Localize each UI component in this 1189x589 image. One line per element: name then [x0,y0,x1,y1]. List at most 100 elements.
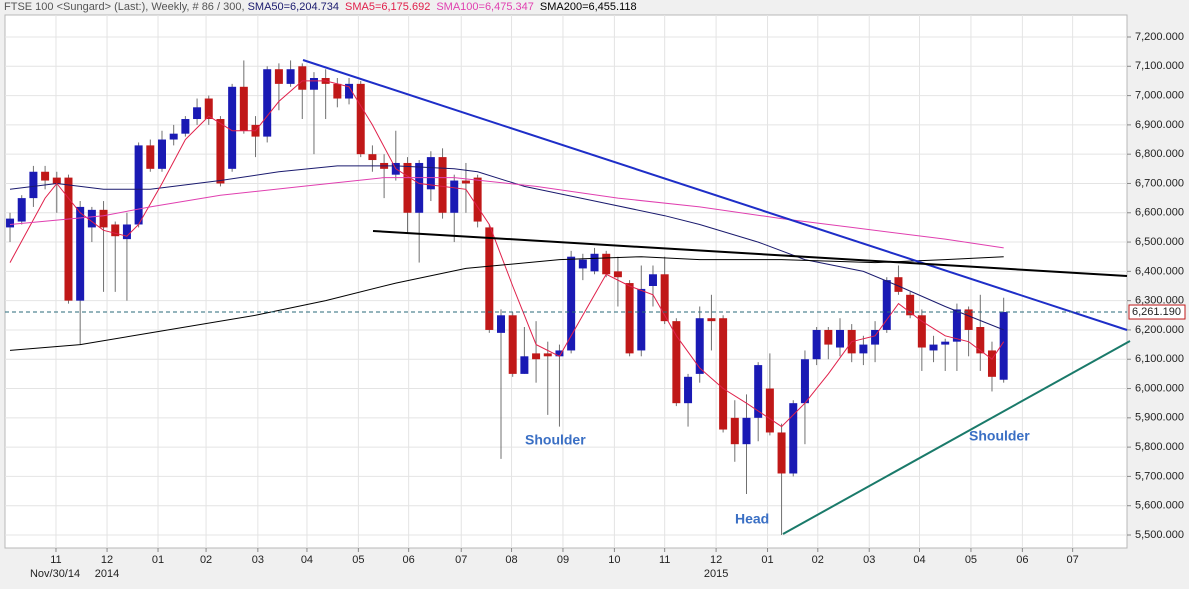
x-tick-label: 10 [608,554,620,566]
x-tick-label: 05 [965,554,977,566]
candle-body [836,329,845,348]
candle-body [765,388,774,433]
candle-body [730,417,739,445]
candle-body [648,274,657,286]
legend-entry: SMA5=6,175.692 [345,1,430,13]
candle-body [111,224,120,237]
candle-body [450,180,459,213]
y-tick-label: 6,100.000 [1135,353,1184,365]
annotation: Shoulder [969,428,1030,444]
candle-body [952,309,961,342]
x-tick-label: 2014 [95,568,119,580]
x-tick-label: Nov/30/14 [30,568,80,580]
y-tick-label: 5,500.000 [1135,529,1184,541]
candle-body [356,83,365,155]
candle-body [567,256,576,351]
x-tick-label: 12 [710,554,722,566]
candle-body [216,119,225,184]
header-text: FTSE 100 <Sungard> (Last:), Weekly, # 86… [4,1,637,13]
x-tick-label: 01 [761,554,773,566]
candle-body [590,253,599,272]
y-tick-label: 7,000.000 [1135,89,1184,101]
candle-body [169,133,178,140]
candle-body [941,341,950,345]
y-tick-label: 5,800.000 [1135,441,1184,453]
candle-body [52,177,61,184]
candle-body [578,259,587,269]
candle-body [368,154,377,161]
candle-body [333,83,342,99]
x-tick-label: 11 [659,554,670,566]
y-tick-label: 5,900.000 [1135,412,1184,424]
y-tick-label: 5,600.000 [1135,500,1184,512]
ma-line [9,256,1004,351]
candle-body [228,86,237,169]
x-tick-label: 01 [152,554,164,566]
candle-body [286,69,295,84]
candle-body [426,157,435,190]
y-tick-label: 7,100.000 [1135,60,1184,72]
candles [6,60,1008,535]
y-tick-label: 6,500.000 [1135,236,1184,248]
x-tick-label: 02 [812,554,824,566]
candle-body [298,66,307,90]
plot-area [4,14,1128,549]
candle-body [987,350,996,377]
candle-body [672,321,681,404]
x-tick-label: 11 [50,554,61,566]
x-tick-label: 08 [505,554,517,566]
candle-body [695,318,704,374]
candle-body [29,171,38,199]
ma-line [9,165,1004,331]
x-tick-label: 04 [301,554,313,566]
last-price-label: 6,261.190 [1132,306,1181,318]
candle-body [964,309,973,330]
candle-body [17,198,26,222]
candle-body [87,209,96,228]
candle-body [625,283,634,354]
y-tick-label: 5,700.000 [1135,470,1184,482]
y-tick-label: 6,600.000 [1135,207,1184,219]
candle-body [473,177,482,222]
candle-body [193,107,202,120]
candle-body [789,403,798,474]
candle-body [719,318,728,430]
candle-body [415,162,424,213]
y-tick-label: 6,200.000 [1135,324,1184,336]
y-tick-label: 6,300.000 [1135,295,1184,307]
candle-body [929,344,938,351]
candle-body [976,327,985,354]
grid [5,15,1131,552]
y-tick-label: 6,400.000 [1135,265,1184,277]
y-tick-label: 6,000.000 [1135,382,1184,394]
candle-body [99,209,108,228]
candle-body [637,288,646,351]
annotation: Head [735,511,769,527]
candle-body [742,417,751,445]
moving-averages [9,80,1005,428]
candle-body [274,69,283,84]
ma-line [9,177,1004,249]
candle-body [239,86,248,131]
legend-entry: SMA100=6,475.347 [436,1,534,13]
candle-body [204,98,213,120]
candle-body [6,218,15,228]
x-tick-label: 07 [455,554,467,566]
candle-body [64,177,73,301]
x-tick-label: 03 [252,554,264,566]
candle-body [613,271,622,278]
candle-body [181,119,190,134]
candle-body [461,180,470,184]
x-tick-label: 05 [352,554,364,566]
candle-body [707,318,716,322]
title: FTSE 100 <Sungard> (Last:), Weekly, # 86… [4,1,248,13]
candle-body [345,83,354,99]
x-tick-label: 07 [1067,554,1079,566]
candle-body [602,253,611,275]
candle-body [871,329,880,345]
x-tick-label: 06 [1016,554,1028,566]
candle-body [520,356,529,374]
candle-body [917,315,926,348]
candle-body [122,224,131,240]
candle-body [555,350,564,357]
